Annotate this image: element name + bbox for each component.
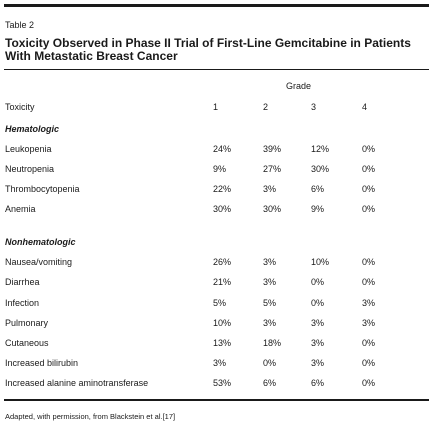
grade-1-value: 13% [213, 338, 232, 348]
top-rule [4, 4, 429, 7]
grade-2-value: 18% [263, 338, 282, 348]
table-row: Thrombocytopenia 22% 3% 6% 0% [0, 184, 433, 195]
grade-4-value: 0% [362, 277, 376, 287]
grade-4-value: 0% [362, 338, 376, 348]
column-header-row: Toxicity 1 2 3 4 [0, 102, 433, 113]
grade-3-value: 0% [311, 277, 325, 287]
table-row: Pulmonary 10% 3% 3% 3% [0, 318, 433, 329]
grade-2-value: 3% [263, 257, 277, 267]
grade-4-value: 0% [362, 204, 376, 214]
grade-1-value: 30% [213, 204, 232, 214]
grade-1-value: 5% [213, 298, 227, 308]
grade-4-value: 0% [362, 184, 376, 194]
grade-2-value: 3% [263, 318, 277, 328]
row-label: Increased bilirubin [5, 358, 79, 368]
bottom-rule [4, 399, 429, 401]
grade-3-value: 3% [311, 338, 325, 348]
grade-1-value: 24% [213, 144, 232, 154]
column-header-grade-1: 1 [213, 102, 219, 112]
section-title-nonhematologic: Nonhematologic [5, 237, 76, 247]
grade-2-value: 27% [263, 164, 282, 174]
grade-1-value: 21% [213, 277, 232, 287]
grade-4-value: 3% [362, 298, 376, 308]
grade-2-value: 39% [263, 144, 282, 154]
table-row: Neutropenia 9% 27% 30% 0% [0, 164, 433, 175]
grade-1-value: 53% [213, 378, 232, 388]
footnote: Adapted, with permission, from Blackstei… [5, 412, 176, 421]
header-rule [4, 69, 429, 70]
table-title: Toxicity Observed in Phase II Trial of F… [5, 36, 411, 63]
row-label: Leukopenia [5, 144, 52, 154]
grade-3-value: 9% [311, 204, 325, 214]
grade-4-value: 0% [362, 144, 376, 154]
row-label: Cutaneous [5, 338, 49, 348]
grade-3-value: 10% [311, 257, 330, 267]
table-row: Anemia 30% 30% 9% 0% [0, 204, 433, 215]
column-header-grade-2: 2 [263, 102, 269, 112]
row-label: Nausea/vomiting [5, 257, 73, 267]
row-label: Pulmonary [5, 318, 49, 328]
grade-3-value: 3% [311, 358, 325, 368]
column-header-toxicity: Toxicity [5, 102, 35, 112]
row-label: Infection [5, 298, 40, 308]
grade-2-value: 3% [263, 184, 277, 194]
row-label: Anemia [5, 204, 36, 214]
grade-3-value: 6% [311, 378, 325, 388]
row-label: Neutropenia [5, 164, 55, 174]
row-label: Diarrhea [5, 277, 40, 287]
table-row: Increased bilirubin 3% 0% 3% 0% [0, 358, 433, 369]
grade-4-value: 3% [362, 318, 376, 328]
grade-3-value: 6% [311, 184, 325, 194]
grade-4-value: 0% [362, 164, 376, 174]
column-header-grade-3: 3 [311, 102, 317, 112]
grade-2-value: 30% [263, 204, 282, 214]
grade-4-value: 0% [362, 358, 376, 368]
grade-3-value: 0% [311, 298, 325, 308]
grade-2-value: 3% [263, 277, 277, 287]
table-row: Infection 5% 5% 0% 3% [0, 298, 433, 309]
row-label: Thrombocytopenia [5, 184, 80, 194]
grade-1-value: 10% [213, 318, 232, 328]
grade-3-value: 3% [311, 318, 325, 328]
grade-1-value: 9% [213, 164, 227, 174]
table-row: Leukopenia 24% 39% 12% 0% [0, 144, 433, 155]
grade-4-value: 0% [362, 378, 376, 388]
column-header-grade-4: 4 [362, 102, 368, 112]
row-label: Increased alanine aminotransferase [5, 378, 149, 388]
table-row: Cutaneous 13% 18% 3% 0% [0, 338, 433, 349]
grade-2-value: 6% [263, 378, 277, 388]
table-row: Diarrhea 21% 3% 0% 0% [0, 277, 433, 288]
section-title-hematologic: Hematologic [5, 124, 60, 134]
grade-2-value: 5% [263, 298, 277, 308]
grade-3-value: 12% [311, 144, 330, 154]
grade-1-value: 3% [213, 358, 227, 368]
grade-3-value: 30% [311, 164, 330, 174]
table-row: Nausea/vomiting 26% 3% 10% 0% [0, 257, 433, 268]
grade-1-value: 26% [213, 257, 232, 267]
grade-4-value: 0% [362, 257, 376, 267]
grade-2-value: 0% [263, 358, 277, 368]
table-row: Increased alanine aminotransferase 53% 6… [0, 378, 433, 389]
table-label: Table 2 [5, 20, 35, 30]
grade-1-value: 22% [213, 184, 232, 194]
grade-header: Grade [286, 81, 312, 91]
